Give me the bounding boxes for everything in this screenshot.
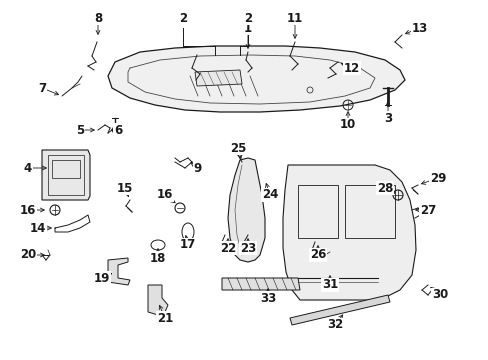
Text: 2: 2 (179, 12, 187, 24)
Text: 13: 13 (411, 22, 427, 35)
Text: 26: 26 (309, 248, 325, 261)
Text: 10: 10 (339, 118, 355, 131)
Text: 6: 6 (114, 123, 122, 136)
Text: 21: 21 (157, 311, 173, 324)
Text: 32: 32 (326, 319, 343, 332)
Polygon shape (283, 165, 415, 300)
Text: 3: 3 (383, 112, 391, 125)
Text: 18: 18 (149, 252, 166, 265)
Text: 24: 24 (261, 189, 278, 202)
Text: 17: 17 (180, 238, 196, 252)
Text: 16: 16 (20, 203, 36, 216)
Text: 8: 8 (94, 12, 102, 24)
Text: 16: 16 (157, 189, 173, 202)
Polygon shape (195, 70, 242, 86)
Polygon shape (42, 150, 90, 200)
Text: 1: 1 (244, 22, 251, 35)
Text: 31: 31 (321, 279, 337, 292)
Text: 27: 27 (419, 203, 435, 216)
Text: 9: 9 (193, 162, 202, 175)
Polygon shape (289, 295, 389, 325)
Polygon shape (108, 46, 404, 112)
Text: 5: 5 (76, 123, 84, 136)
Text: 20: 20 (20, 248, 36, 261)
Text: 19: 19 (94, 271, 110, 284)
Text: 4: 4 (24, 162, 32, 175)
Text: 28: 28 (376, 181, 392, 194)
Text: 22: 22 (220, 242, 236, 255)
Text: 23: 23 (240, 242, 256, 255)
Text: 7: 7 (38, 81, 46, 94)
Polygon shape (108, 258, 130, 285)
Text: 29: 29 (429, 171, 445, 184)
Text: 25: 25 (229, 141, 245, 154)
Text: 12: 12 (343, 62, 359, 75)
Text: 33: 33 (259, 292, 276, 305)
Text: 14: 14 (30, 221, 46, 234)
Polygon shape (148, 285, 168, 315)
Text: 30: 30 (431, 288, 447, 302)
Text: 2: 2 (244, 12, 251, 24)
Text: 11: 11 (286, 12, 303, 24)
Text: 15: 15 (117, 181, 133, 194)
Polygon shape (222, 278, 299, 290)
Polygon shape (227, 158, 264, 262)
